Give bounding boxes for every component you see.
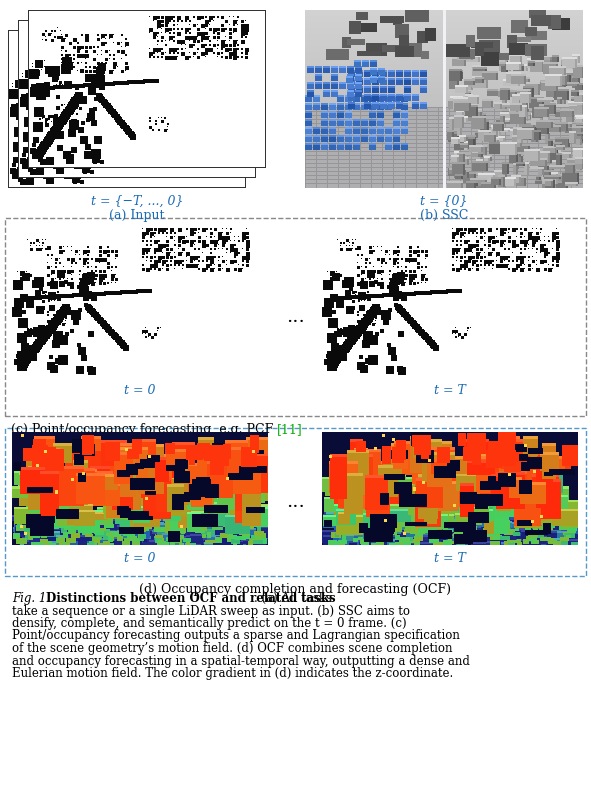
Text: and occupancy forecasting in a spatial-temporal way, outputting a dense and: and occupancy forecasting in a spatial-t…: [12, 654, 470, 668]
Text: (a) Input: (a) Input: [109, 209, 165, 221]
Text: Point/occupancy forecasting outputs a sparse and Lagrangian specification: Point/occupancy forecasting outputs a sp…: [12, 630, 460, 642]
Text: Eulerian motion field. The color gradient in (d) indicates the z-coordinate.: Eulerian motion field. The color gradien…: [12, 667, 453, 680]
Text: (c) Point/occupancy forecasting, e.g. PCF: (c) Point/occupancy forecasting, e.g. PC…: [11, 423, 277, 437]
Text: ...: ...: [285, 308, 304, 326]
Text: t = T: t = T: [434, 384, 466, 398]
Bar: [5, 218, 586, 416]
Text: t = {0}: t = {0}: [420, 195, 467, 207]
Bar: [5, 428, 586, 576]
Text: t = {−T, ..., 0}: t = {−T, ..., 0}: [91, 195, 183, 207]
Text: densify, complete, and semantically predict on the t = 0 frame. (c): densify, complete, and semantically pred…: [12, 617, 407, 630]
Text: t = 0: t = 0: [124, 384, 156, 398]
Text: of the scene geometry’s motion field. (d) OCF combines scene completion: of the scene geometry’s motion field. (d…: [12, 642, 453, 655]
Text: t = 0: t = 0: [124, 552, 156, 566]
Text: take a sequence or a single LiDAR sweep as input. (b) SSC aims to: take a sequence or a single LiDAR sweep …: [12, 604, 410, 618]
Text: ...: ...: [285, 493, 304, 511]
Text: Fig. 1.: Fig. 1.: [12, 592, 50, 605]
Text: . (a) All tasks: . (a) All tasks: [254, 592, 332, 605]
Text: t = T: t = T: [434, 552, 466, 566]
Text: [11]: [11]: [277, 423, 303, 437]
Text: (b) SSC: (b) SSC: [420, 209, 468, 221]
Text: (d) Occupancy completion and forecasting (OCF): (d) Occupancy completion and forecasting…: [139, 584, 451, 596]
Text: Distinctions between OCF and related tasks: Distinctions between OCF and related tas…: [46, 592, 336, 605]
